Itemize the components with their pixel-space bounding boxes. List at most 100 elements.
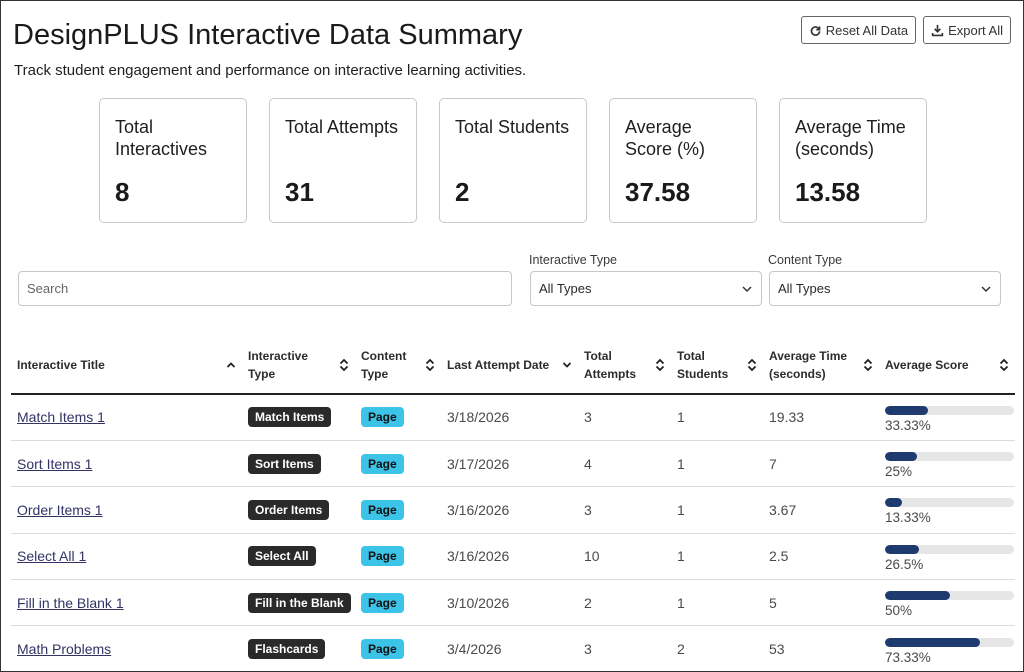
last-attempt-date: 3/16/2026 [441,486,578,534]
sort-icon [863,358,873,372]
total-students: 2 [671,625,763,671]
column-header-content-type[interactable]: Content Type [355,337,441,395]
average-score-cell: 50% [879,579,1015,627]
interactive-title-link[interactable]: Sort Items 1 [17,455,93,472]
score-bar-fill [885,452,918,462]
average-time: 5 [763,579,879,627]
interactive-type-filter-label: Interactive Type [529,253,618,267]
score-text: 50% [885,603,913,619]
column-header-type[interactable]: Interactive Type [242,337,355,395]
stat-value: 8 [115,177,130,207]
interactive-type-badge: Sort Items [248,453,321,474]
interactive-type-selected-value: All Types [539,281,592,296]
interactive-title-link[interactable]: Math Problems [17,641,112,658]
stat-label: Total Attempts [285,117,399,137]
interactives-table: Interactive Title Interactive Type Conte… [11,337,1015,671]
interactive-title-link[interactable]: Select All 1 [17,548,87,565]
average-score-cell: 13.33% [879,486,1015,534]
score-bar-track [885,591,1014,601]
total-students: 1 [671,579,763,627]
column-header-total-attempts[interactable]: Total Attempts [578,337,671,395]
column-label: Average Time (seconds) [769,349,848,381]
stat-value: 31 [285,177,314,207]
table-row: Match Items 1 Match Items Page 3/18/2026… [11,394,1015,441]
stat-value: 37.58 [625,177,691,207]
table-body: Match Items 1 Match Items Page 3/18/2026… [11,394,1015,671]
export-all-button[interactable]: Export All [923,16,1011,44]
score-bar-fill [885,637,980,647]
column-label: Interactive Type [248,349,309,381]
content-type-selected-value: All Types [778,281,831,296]
chevron-down-icon [981,285,991,292]
score-bar-track [885,452,1014,462]
column-label: Interactive Title [17,358,105,372]
average-score-cell: 25% [879,440,1015,488]
content-type-badge: Page [361,407,404,428]
total-attempts: 2 [578,579,671,627]
export-all-label: Export All [948,22,1003,38]
interactive-type-badge: Order Items [248,499,330,520]
average-time: 3.67 [763,486,879,534]
score-bar-fill [885,591,950,601]
column-header-last-attempt-date[interactable]: Last Attempt Date [441,337,578,395]
column-header-total-students[interactable]: Total Students [671,337,763,395]
stat-label: Total Students [455,117,570,137]
column-header-average-score[interactable]: Average Score [879,337,1015,395]
total-attempts: 10 [578,533,671,581]
average-time: 19.33 [763,394,879,441]
interactive-type-select[interactable]: All Types [530,271,762,306]
content-type-badge: Page [361,592,404,613]
total-students: 1 [671,533,763,581]
content-type-select[interactable]: All Types [769,271,1001,306]
score-bar-track [885,544,1014,554]
column-label: Content Type [361,349,407,381]
total-students: 1 [671,440,763,488]
sort-icon [655,358,665,372]
table-row: Select All 1 Select All Page 3/16/2026 1… [11,533,1015,581]
score-text: 33.33% [885,417,931,433]
score-text: 26.5% [885,556,924,572]
last-attempt-date: 3/17/2026 [441,440,578,488]
average-score-cell: 73.33% [879,625,1015,671]
sort-icon [999,358,1009,372]
average-score-cell: 26.5% [879,533,1015,581]
stat-value: 2 [455,177,470,207]
total-attempts: 4 [578,440,671,488]
score-bar-fill [885,405,928,415]
download-icon [931,24,944,36]
score-text: 25% [885,464,913,480]
table-row: Math Problems Flashcards Page 3/4/2026 3… [11,625,1015,671]
stat-card-total-students: Total Students 2 [439,98,587,223]
last-attempt-date: 3/10/2026 [441,579,578,627]
sort-icon [339,358,349,372]
content-type-badge: Page [361,453,404,474]
average-time: 7 [763,440,879,488]
column-header-title[interactable]: Interactive Title [11,337,242,395]
sort-icon [425,358,435,372]
refresh-icon [810,25,821,36]
column-header-average-time[interactable]: Average Time (seconds) [763,337,879,395]
search-input[interactable] [18,271,512,306]
table-row: Sort Items 1 Sort Items Page 3/17/2026 4… [11,440,1015,488]
stat-label: Average Score (%) [625,117,706,159]
column-label: Total Attempts [584,349,637,381]
interactive-type-badge: Match Items [248,407,332,428]
content-type-badge: Page [361,499,404,520]
interactive-type-badge: Flashcards [248,639,326,660]
reset-all-data-button[interactable]: Reset All Data [800,16,917,44]
total-students: 1 [671,394,763,441]
interactive-title-link[interactable]: Match Items 1 [17,409,105,426]
column-label: Total Students [677,349,729,381]
chevron-down-icon [562,362,572,368]
column-label: Last Attempt Date [447,358,550,372]
score-bar-fill [885,498,903,508]
stat-card-total-attempts: Total Attempts 31 [269,98,417,223]
top-actions: Reset All Data Export All [800,16,1011,44]
total-attempts: 3 [578,394,671,441]
sort-icon [747,358,757,372]
interactive-title-link[interactable]: Order Items 1 [17,501,103,518]
stat-card-average-time: Average Time (seconds) 13.58 [779,98,927,223]
interactive-title-link[interactable]: Fill in the Blank 1 [17,594,124,611]
interactive-type-badge: Select All [248,546,316,567]
